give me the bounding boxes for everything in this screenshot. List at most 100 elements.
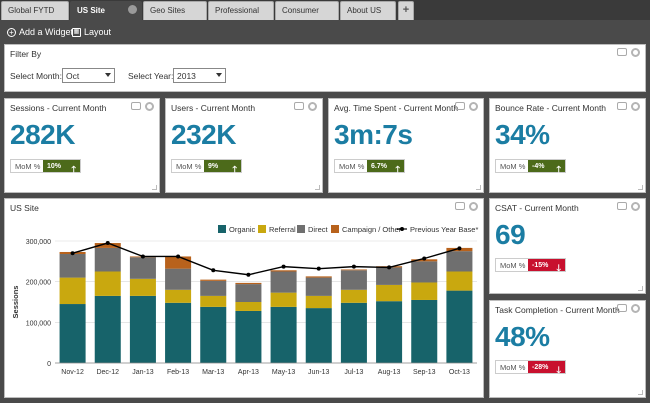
comment-icon[interactable] xyxy=(617,102,627,110)
bar-segment xyxy=(270,306,297,363)
line-point xyxy=(246,272,251,277)
y-tick-label: 0 xyxy=(47,361,51,368)
month-label: Select Month: xyxy=(10,71,62,81)
tab-about-us[interactable]: About US xyxy=(340,1,396,20)
gear-icon[interactable] xyxy=(128,5,137,14)
gear-icon[interactable] xyxy=(631,48,640,57)
bar-segment xyxy=(411,261,438,283)
line-point xyxy=(316,266,321,271)
mom-change-value: -4% xyxy=(532,163,545,170)
add-widget-button[interactable]: + Add a Widget xyxy=(7,27,73,37)
bar-segment xyxy=(270,292,297,307)
bar-segment xyxy=(129,257,156,279)
kpi-title: Sessions - Current Month xyxy=(10,103,107,113)
gear-icon[interactable] xyxy=(469,202,478,211)
resize-handle[interactable] xyxy=(638,185,643,190)
mom-change: 10% 🡑 xyxy=(43,160,80,174)
bar-segment xyxy=(235,282,262,285)
arrow-down-icon: 🡓 xyxy=(556,263,561,273)
comment-icon[interactable] xyxy=(617,48,627,56)
tab-label: Consumer xyxy=(282,6,319,15)
resize-handle[interactable] xyxy=(638,390,643,395)
resize-handle[interactable] xyxy=(152,185,157,190)
gear-icon[interactable] xyxy=(631,102,640,111)
tab-geo-sites[interactable]: Geo Sites xyxy=(143,1,207,20)
line-point xyxy=(387,265,392,270)
y-tick-label: 200,000 xyxy=(26,280,51,287)
layout-button[interactable]: ▦ Layout xyxy=(72,27,111,37)
bar-segment xyxy=(376,301,403,363)
comment-icon[interactable] xyxy=(617,202,627,210)
bar-segment xyxy=(94,271,121,296)
legend-label: Campaign / Other xyxy=(342,225,402,234)
legend-label: Direct xyxy=(308,225,329,234)
bar-segment xyxy=(200,306,227,363)
bar-segment xyxy=(59,254,86,278)
tab-label: Professional xyxy=(215,6,260,15)
tab-global-fytd[interactable]: Global FYTD xyxy=(1,1,69,20)
line-point xyxy=(422,256,427,261)
bar-segment xyxy=(376,267,403,285)
kpi-sessions: Sessions - Current Month 282K MoM % 10% 🡑 xyxy=(4,98,160,193)
mom-label: MoM % xyxy=(496,160,528,172)
comment-icon[interactable] xyxy=(455,102,465,110)
tab-bar: Global FYTD US Site Geo Sites Profession… xyxy=(0,0,650,20)
tab-professional[interactable]: Professional xyxy=(208,1,274,20)
bar-segment xyxy=(270,270,297,272)
bar-segment xyxy=(340,289,367,303)
x-tick-label: May-13 xyxy=(272,369,295,376)
y-tick-label: 100,000 xyxy=(26,320,51,327)
x-tick-label: Mar-13 xyxy=(202,369,224,376)
bar-segment xyxy=(411,282,438,300)
resize-handle[interactable] xyxy=(476,185,481,190)
tab-consumer[interactable]: Consumer xyxy=(275,1,339,20)
x-tick-label: Feb-13 xyxy=(167,369,189,376)
kpi-csat: CSAT - Current Month 69 MoM % -15% 🡓 xyxy=(489,198,646,294)
tab-label: Geo Sites xyxy=(150,6,186,15)
x-tick-label: Nov-12 xyxy=(61,369,84,376)
bar-segment xyxy=(59,277,86,305)
bar-segment xyxy=(165,302,192,363)
gear-icon[interactable] xyxy=(469,102,478,111)
year-select[interactable]: 2013 xyxy=(173,68,226,83)
kpi-title: Task Completion - Current Month xyxy=(495,305,620,315)
bar-segment xyxy=(235,302,262,311)
bar-segment xyxy=(270,271,297,293)
resize-handle[interactable] xyxy=(315,185,320,190)
arrow-up-icon: 🡑 xyxy=(232,164,237,174)
legend-line-marker xyxy=(400,227,404,231)
bar-segment xyxy=(235,284,262,302)
bar-segment xyxy=(376,284,403,302)
kpi-users: Users - Current Month 232K MoM % 9% 🡑 xyxy=(165,98,323,193)
comment-icon[interactable] xyxy=(617,304,627,312)
bar-segment xyxy=(411,299,438,363)
bar-segment xyxy=(340,269,367,271)
resize-handle[interactable] xyxy=(638,286,643,291)
kpi-title: CSAT - Current Month xyxy=(495,203,579,213)
comment-icon[interactable] xyxy=(131,102,141,110)
kpi-value: 69 xyxy=(495,219,526,250)
add-widget-label: Add a Widget xyxy=(19,27,74,37)
gear-icon[interactable] xyxy=(145,102,154,111)
comment-icon[interactable] xyxy=(455,202,465,210)
layout-label: Layout xyxy=(84,27,112,37)
bar-segment xyxy=(305,276,332,278)
comment-icon[interactable] xyxy=(294,102,304,110)
mom-badge: MoM % 9% 🡑 xyxy=(171,159,242,174)
mom-change-value: 9% xyxy=(208,163,219,170)
bar-segment xyxy=(305,295,332,309)
add-tab-button[interactable]: + xyxy=(398,1,414,20)
mom-change: -28% 🡓 xyxy=(528,361,565,375)
month-select[interactable]: Oct xyxy=(62,68,115,83)
gear-icon[interactable] xyxy=(631,304,640,313)
kpi-value: 48% xyxy=(495,321,550,352)
line-point xyxy=(105,241,110,246)
gear-icon[interactable] xyxy=(631,202,640,211)
mom-badge: MoM % 10% 🡑 xyxy=(10,159,81,174)
bar-segment xyxy=(165,268,192,290)
line-point xyxy=(281,264,286,269)
tab-us-site[interactable]: US Site xyxy=(70,1,142,20)
y-tick-label: 300,000 xyxy=(26,239,51,246)
gear-icon[interactable] xyxy=(308,102,317,111)
mom-change: -15% 🡓 xyxy=(528,259,565,273)
